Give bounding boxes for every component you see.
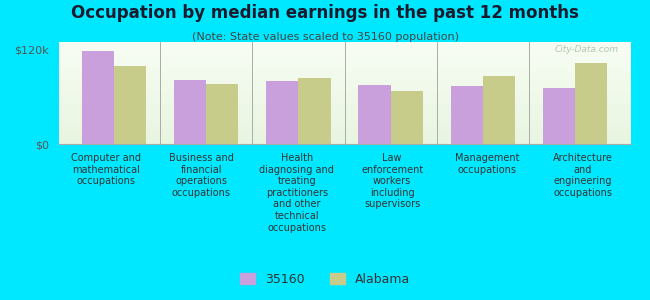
- Text: Business and
financial
operations
occupations: Business and financial operations occupa…: [169, 153, 234, 198]
- Text: Computer and
mathematical
occupations: Computer and mathematical occupations: [71, 153, 141, 186]
- Bar: [206, 84, 239, 144]
- Bar: [575, 63, 608, 144]
- Bar: [266, 81, 298, 144]
- Text: Management
occupations: Management occupations: [455, 153, 520, 175]
- Bar: [114, 65, 146, 144]
- Text: Architecture
and
engineering
occupations: Architecture and engineering occupations: [553, 153, 613, 198]
- Text: Occupation by median earnings in the past 12 months: Occupation by median earnings in the pas…: [71, 4, 579, 22]
- Text: Health
diagnosing and
treating
practitioners
and other
technical
occupations: Health diagnosing and treating practitio…: [259, 153, 334, 232]
- Text: (Note: State values scaled to 35160 population): (Note: State values scaled to 35160 popu…: [192, 32, 458, 41]
- Legend: 35160, Alabama: 35160, Alabama: [235, 268, 415, 291]
- Bar: [358, 85, 391, 144]
- Bar: [298, 78, 331, 144]
- Bar: [174, 80, 206, 144]
- Text: City-Data.com: City-Data.com: [555, 45, 619, 54]
- Bar: [391, 92, 423, 144]
- Bar: [483, 76, 515, 144]
- Bar: [450, 86, 483, 144]
- Bar: [543, 88, 575, 144]
- Text: Law
enforcement
workers
including
supervisors: Law enforcement workers including superv…: [361, 153, 423, 209]
- Bar: [81, 51, 114, 144]
